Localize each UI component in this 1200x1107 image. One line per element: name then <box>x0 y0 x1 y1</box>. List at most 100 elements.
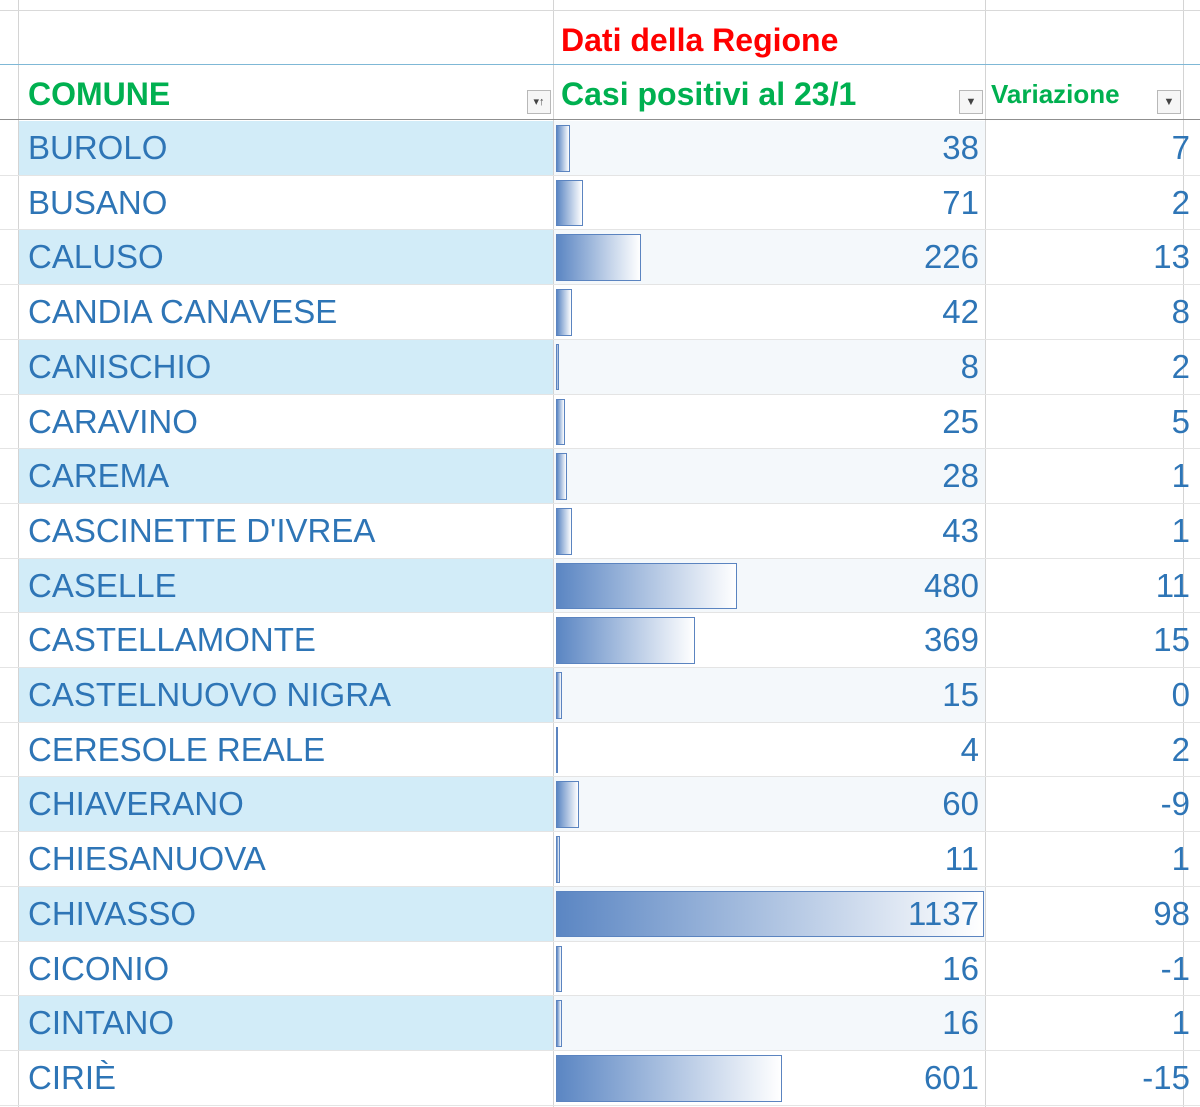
databar <box>556 781 579 829</box>
gridline <box>553 0 554 1107</box>
gridline <box>0 174 1200 176</box>
dropdown-filter-icon[interactable]: ▼ <box>959 90 983 114</box>
cell-casi-positivi[interactable]: 4 <box>554 723 985 778</box>
gridline <box>0 1049 1200 1051</box>
cell-casi-positivi[interactable]: 480 <box>554 558 985 614</box>
cell-casi-positivi[interactable]: 15 <box>554 668 985 723</box>
cell-variazione[interactable]: 15 <box>1153 621 1190 659</box>
cell-comune[interactable]: CHIESANUOVA <box>28 840 266 878</box>
sort-filter-icon[interactable]: ▾↑ <box>527 90 551 114</box>
cell-comune[interactable]: CICONIO <box>28 949 170 987</box>
cell-variazione[interactable]: 5 <box>1171 402 1190 440</box>
casi-value: 42 <box>942 293 979 331</box>
cell-variazione[interactable]: 2 <box>1171 183 1190 221</box>
cell-variazione[interactable]: 13 <box>1153 238 1190 276</box>
databar <box>556 890 984 938</box>
cell-casi-positivi[interactable]: 38 <box>554 121 985 176</box>
cell-comune[interactable]: CHIVASSO <box>19 886 553 942</box>
cell-comune[interactable]: CASTELLAMONTE <box>28 621 316 659</box>
cell-variazione[interactable]: 8 <box>1171 293 1190 331</box>
databar <box>556 179 583 227</box>
casi-value: 369 <box>923 621 979 659</box>
cell-casi-positivi[interactable]: 369 <box>554 613 985 668</box>
cell-casi-positivi[interactable]: 16 <box>554 942 985 997</box>
casi-value: 28 <box>942 457 979 495</box>
cell-casi-positivi[interactable]: 25 <box>554 395 985 450</box>
cell-comune[interactable]: CALUSO <box>19 230 553 286</box>
cell-comune[interactable]: CERESOLE REALE <box>28 730 326 768</box>
cell-casi-positivi[interactable]: 71 <box>554 176 985 231</box>
cell-variazione[interactable]: -15 <box>1142 1058 1190 1096</box>
cell-variazione[interactable]: 1 <box>1171 511 1190 549</box>
casi-value: 25 <box>942 402 979 440</box>
databar <box>556 1054 783 1102</box>
gridline <box>0 393 1200 395</box>
gridline <box>0 448 1200 450</box>
gridline <box>0 502 1200 504</box>
header-comune[interactable]: COMUNE <box>28 76 171 112</box>
casi-value: 11 <box>944 840 979 878</box>
gridline <box>0 284 1200 286</box>
cell-variazione[interactable]: 1 <box>1171 457 1190 495</box>
dropdown-filter-icon[interactable]: ▼ <box>1157 90 1181 114</box>
gridline <box>985 0 986 1107</box>
databar <box>556 507 573 555</box>
gridline <box>0 338 1200 340</box>
casi-value: 71 <box>942 183 979 221</box>
cell-variazione[interactable]: 2 <box>1171 347 1190 385</box>
cell-comune[interactable]: CASELLE <box>19 558 553 614</box>
gridline <box>0 557 1200 559</box>
casi-value: 60 <box>942 785 979 823</box>
cell-comune[interactable]: CINTANO <box>19 996 553 1051</box>
cell-comune[interactable]: CASCINETTE D'IVREA <box>28 511 376 549</box>
cell-casi-positivi[interactable]: 28 <box>554 449 985 504</box>
header-top-border <box>0 64 1200 65</box>
header-casi-positivi[interactable]: Casi positivi al 23/1 <box>561 76 857 112</box>
cell-casi-positivi[interactable]: 60 <box>554 777 985 833</box>
cell-variazione[interactable]: 1 <box>1171 840 1190 878</box>
sheet-title: Dati della Regione <box>561 22 839 58</box>
cell-comune[interactable]: CHIAVERANO <box>19 777 553 833</box>
cell-comune[interactable]: BUSANO <box>28 183 168 221</box>
databar <box>556 562 737 610</box>
casi-value: 16 <box>942 949 979 987</box>
gridline <box>0 940 1200 942</box>
cell-variazione[interactable]: 0 <box>1171 676 1190 713</box>
gridline <box>0 776 1200 778</box>
databar <box>556 672 562 719</box>
gridline <box>0 612 1200 614</box>
gridline <box>0 1104 1200 1106</box>
cell-variazione[interactable]: -1 <box>1160 949 1190 987</box>
cell-variazione[interactable]: 7 <box>1171 129 1190 166</box>
databar <box>556 289 572 336</box>
cell-comune[interactable]: BUROLO <box>19 121 553 176</box>
gridline <box>0 229 1200 231</box>
casi-value: 43 <box>942 511 979 549</box>
gridline <box>0 667 1200 668</box>
cell-comune[interactable]: CARAVINO <box>28 402 198 440</box>
cell-comune[interactable]: CASTELNUOVO NIGRA <box>19 668 553 723</box>
casi-value: 601 <box>923 1058 979 1096</box>
header-variazione[interactable]: Variazione <box>991 79 1120 109</box>
cell-variazione[interactable]: 98 <box>1153 894 1190 932</box>
cell-variazione[interactable]: 11 <box>1155 566 1190 604</box>
gridline <box>1183 0 1184 1107</box>
cell-casi-positivi[interactable]: 226 <box>554 230 985 286</box>
cell-variazione[interactable]: 1 <box>1171 1004 1190 1042</box>
gridline <box>0 885 1200 887</box>
cell-casi-positivi[interactable]: 43 <box>554 504 985 559</box>
cell-variazione[interactable]: 2 <box>1171 730 1190 768</box>
cell-comune[interactable]: CAREMA <box>19 449 553 504</box>
cell-casi-positivi[interactable]: 601 <box>554 1051 985 1106</box>
cell-comune[interactable]: CANDIA CANAVESE <box>28 293 338 331</box>
casi-value: 480 <box>923 566 979 604</box>
cell-comune[interactable]: CANISCHIO <box>19 339 553 395</box>
cell-casi-positivi[interactable]: 1137 <box>554 886 985 942</box>
cell-comune[interactable]: CIRIÈ <box>28 1058 117 1096</box>
cell-casi-positivi[interactable]: 42 <box>554 285 985 340</box>
cell-casi-positivi[interactable]: 11 <box>554 832 985 887</box>
cell-variazione[interactable]: -9 <box>1160 785 1190 823</box>
cell-casi-positivi[interactable]: 8 <box>554 339 985 395</box>
cell-casi-positivi[interactable]: 16 <box>554 996 985 1051</box>
casi-value: 16 <box>942 1004 979 1042</box>
